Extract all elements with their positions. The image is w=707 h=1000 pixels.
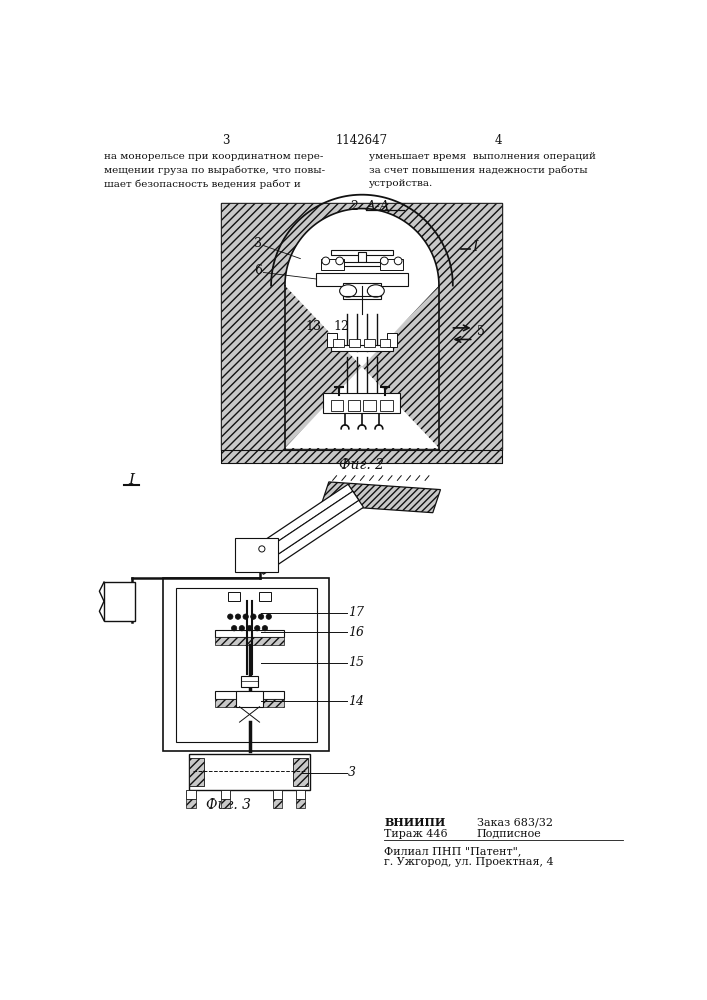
Ellipse shape — [368, 285, 385, 297]
Bar — [176, 588, 317, 742]
Bar — [331, 345, 393, 351]
Circle shape — [228, 614, 233, 619]
Text: I: I — [472, 240, 477, 254]
Bar — [215, 630, 284, 637]
Text: Фиг. 3: Фиг. 3 — [206, 798, 251, 812]
Bar — [343, 283, 381, 299]
Polygon shape — [248, 484, 363, 574]
Text: Подписное: Подписное — [477, 829, 542, 839]
Polygon shape — [252, 491, 358, 567]
Text: 14: 14 — [348, 695, 364, 708]
Bar — [215, 691, 284, 699]
Circle shape — [262, 626, 268, 631]
Text: 5: 5 — [477, 325, 485, 338]
Bar — [380, 339, 390, 347]
Bar — [387, 333, 397, 347]
Circle shape — [395, 257, 402, 265]
Text: 15: 15 — [348, 656, 364, 669]
Circle shape — [266, 614, 271, 619]
Bar — [189, 754, 310, 790]
Text: 6: 6 — [254, 264, 262, 277]
Polygon shape — [221, 799, 230, 808]
Text: на монорельсе при координатном пере-
мещении груза по выработке, что повы-
шает : на монорельсе при координатном пере- мещ… — [104, 152, 325, 189]
Bar — [349, 339, 360, 347]
Bar — [364, 339, 375, 347]
Ellipse shape — [339, 285, 356, 297]
Polygon shape — [187, 799, 196, 808]
Text: уменьшает время  выполнения операций
за счет повышения надежности работы
устройс: уменьшает время выполнения операций за с… — [369, 152, 596, 188]
Text: Заказ 683/32: Заказ 683/32 — [477, 817, 553, 827]
Bar — [228, 592, 240, 601]
Polygon shape — [285, 209, 439, 448]
Text: 13: 13 — [306, 320, 322, 333]
Bar — [327, 333, 337, 347]
Circle shape — [239, 626, 245, 631]
Polygon shape — [321, 482, 440, 513]
Bar — [187, 790, 196, 799]
Polygon shape — [215, 637, 284, 645]
Text: 16: 16 — [348, 626, 364, 639]
Polygon shape — [221, 450, 502, 463]
Bar — [334, 339, 344, 347]
Bar — [331, 250, 393, 255]
Polygon shape — [104, 582, 135, 620]
Circle shape — [259, 546, 265, 552]
Bar — [235, 691, 264, 707]
Bar — [348, 400, 361, 411]
Polygon shape — [189, 758, 204, 786]
Circle shape — [380, 257, 388, 265]
Text: Фиг. 2: Фиг. 2 — [339, 458, 385, 472]
Polygon shape — [215, 699, 284, 707]
Bar — [316, 273, 408, 286]
Text: 1142647: 1142647 — [336, 134, 388, 147]
Polygon shape — [273, 799, 282, 808]
Text: ВНИИПИ: ВНИИПИ — [385, 817, 445, 828]
Bar — [163, 578, 329, 751]
Bar — [273, 790, 282, 799]
Text: I: I — [128, 473, 134, 487]
Bar — [259, 592, 271, 601]
Text: Филиал ПНП "Патент",: Филиал ПНП "Патент", — [385, 846, 522, 856]
Bar — [321, 259, 344, 270]
Text: Тираж 446: Тираж 446 — [385, 829, 448, 839]
Polygon shape — [293, 758, 308, 786]
Bar — [221, 790, 230, 799]
Circle shape — [258, 614, 264, 619]
Polygon shape — [252, 491, 358, 567]
Polygon shape — [296, 799, 305, 808]
Circle shape — [251, 614, 256, 619]
Text: 3: 3 — [254, 237, 262, 250]
Bar — [324, 393, 400, 413]
Text: 2: 2 — [103, 591, 111, 604]
Text: 3: 3 — [348, 766, 356, 779]
Bar — [296, 790, 305, 799]
Text: 2: 2 — [350, 200, 358, 213]
Bar — [331, 262, 393, 266]
Circle shape — [336, 257, 344, 265]
Text: 4: 4 — [494, 134, 502, 147]
Bar — [380, 400, 393, 411]
Bar — [241, 676, 258, 687]
Polygon shape — [221, 203, 502, 450]
Circle shape — [235, 614, 240, 619]
Polygon shape — [221, 203, 502, 450]
Circle shape — [231, 626, 237, 631]
Text: 17: 17 — [348, 606, 364, 619]
Circle shape — [255, 626, 260, 631]
Text: 3: 3 — [222, 134, 229, 147]
Text: г. Ужгород, ул. Проектная, 4: г. Ужгород, ул. Проектная, 4 — [385, 857, 554, 867]
Circle shape — [247, 626, 252, 631]
Circle shape — [322, 257, 329, 265]
Bar — [380, 259, 403, 270]
Bar — [363, 400, 376, 411]
Bar — [331, 400, 344, 411]
Circle shape — [243, 614, 248, 619]
Text: 12: 12 — [334, 320, 349, 333]
Polygon shape — [235, 538, 278, 572]
Bar — [358, 252, 366, 262]
Text: А-А: А-А — [366, 200, 390, 213]
